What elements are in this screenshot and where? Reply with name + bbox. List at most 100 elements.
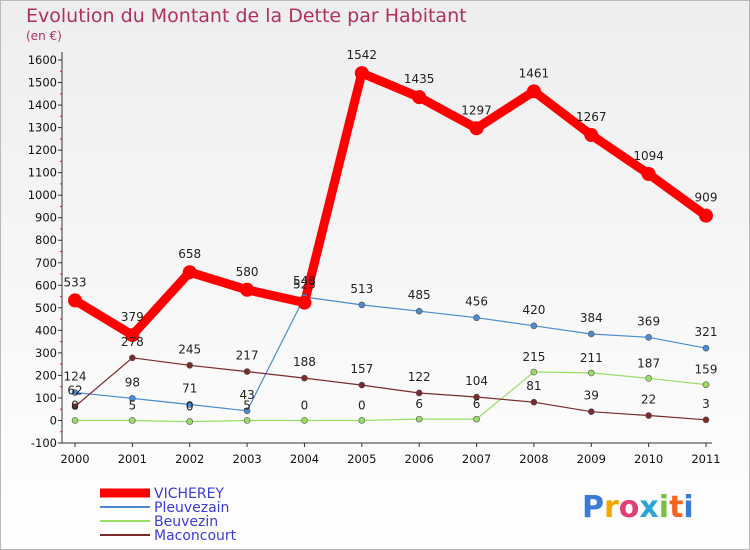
chart-title: Evolution du Montant de la Dette par Hab…	[26, 5, 467, 27]
series-line-maconcourt	[74, 357, 707, 421]
data-point-vicherey	[699, 208, 713, 223]
data-label: 159	[695, 363, 718, 377]
data-labels: 533 379 658 580 523 1542 1435 1297 1461 1267 1094 9…	[64, 48, 718, 414]
y-tick-label: 300	[35, 346, 57, 360]
data-label: 1542	[347, 48, 378, 62]
legend-label-vicherey: VICHEREY	[154, 486, 224, 502]
y-tick-label: 1100	[28, 166, 57, 180]
data-point-pleuvezain	[186, 401, 194, 408]
logo-letter: P	[582, 490, 604, 525]
x-tick-label: 2002	[175, 452, 204, 466]
data-label: 22	[641, 393, 656, 407]
y-tick-label: 0	[50, 413, 57, 427]
data-point-maconcourt	[129, 354, 136, 362]
data-label: 0	[301, 398, 309, 412]
data-point-pleuvezain	[530, 322, 538, 330]
data-label: 39	[584, 389, 599, 403]
data-point-vicherey	[584, 128, 599, 143]
legend-label-maconcourt: Maconcourt	[154, 528, 237, 544]
data-point-maconcourt	[71, 403, 79, 410]
y-tick-label: 1200	[28, 143, 57, 157]
logo-letter: t	[669, 490, 683, 525]
data-label: 1094	[633, 149, 664, 163]
logo-letter: i	[659, 490, 669, 525]
y-tick-label: 900	[35, 211, 57, 225]
x-tick-label: 2001	[118, 452, 147, 466]
data-point-beuvezin	[129, 417, 136, 424]
x-tick-label: 2009	[577, 452, 606, 466]
data-point-maconcourt	[587, 408, 595, 415]
logo-letter: i	[683, 490, 693, 525]
data-label: 321	[695, 325, 718, 339]
x-tick-label: 2005	[347, 452, 376, 466]
data-label: 71	[182, 381, 197, 395]
data-point-pleuvezain	[129, 395, 136, 402]
data-point-maconcourt	[645, 412, 652, 419]
data-point-beuvezin	[473, 415, 480, 423]
data-label: 369	[637, 314, 660, 328]
data-label: 217	[236, 349, 259, 363]
data-label: 523	[293, 278, 316, 292]
logo-letter: o	[619, 490, 640, 525]
y-tick-label: 600	[35, 278, 57, 292]
data-label: 485	[408, 288, 431, 302]
y-tick-label: 200	[35, 368, 57, 382]
legend-label-beuvezin: Beuvezin	[154, 514, 218, 530]
data-label: 215	[522, 350, 545, 364]
data-point-beuvezin	[358, 417, 366, 424]
data-point-maconcourt	[243, 368, 251, 375]
x-tick-label: 2010	[634, 452, 663, 466]
data-point-vicherey	[240, 282, 255, 297]
data-point-beuvezin	[587, 369, 595, 377]
data-point-pleuvezain	[358, 301, 366, 309]
data-point-vicherey	[125, 328, 140, 343]
x-tick-label: 2000	[60, 452, 89, 466]
data-point-vicherey	[469, 121, 484, 136]
series-line-pleuvezain	[74, 296, 707, 412]
data-label: 188	[293, 355, 316, 369]
x-tick-label: 2003	[232, 452, 261, 466]
data-point-maconcourt	[358, 381, 366, 389]
y-tick-label: 400	[35, 323, 57, 337]
data-label: 211	[580, 351, 603, 365]
data-point-vicherey	[68, 293, 82, 308]
y-tick-label: 1600	[28, 53, 57, 67]
data-label: 81	[526, 379, 541, 393]
series-lines	[72, 68, 709, 423]
data-point-maconcourt	[301, 374, 308, 382]
data-point-pleuvezain	[587, 330, 595, 338]
data-label: 384	[580, 311, 603, 325]
data-label: 580	[236, 265, 259, 279]
data-label: 43	[239, 388, 254, 402]
data-point-pleuvezain	[473, 314, 480, 322]
data-label: 187	[637, 356, 660, 370]
y-tick-label: 800	[35, 233, 57, 247]
y-tick-label: -100	[31, 436, 57, 450]
data-point-vicherey	[354, 66, 369, 81]
data-label: 122	[408, 370, 431, 384]
y-tick-label: 1300	[28, 121, 57, 135]
data-label: 420	[522, 303, 545, 317]
data-label: 3	[702, 397, 710, 411]
data-label: 533	[64, 275, 87, 289]
data-point-maconcourt	[186, 361, 194, 369]
data-point-beuvezin	[702, 381, 710, 388]
data-label: 124	[64, 370, 87, 384]
y-tick-label: 700	[35, 256, 57, 270]
data-point-maconcourt	[415, 389, 423, 397]
x-tick-label: 2008	[519, 452, 548, 466]
x-tick-label: 2011	[691, 452, 720, 466]
data-label: 513	[350, 282, 373, 296]
data-label: 157	[350, 362, 373, 376]
data-label: 98	[125, 375, 140, 389]
data-label: 548	[293, 274, 316, 288]
y-tick-label: 1000	[28, 188, 57, 202]
data-label: 658	[178, 247, 201, 261]
data-label: 62	[67, 384, 82, 398]
data-point-pleuvezain	[243, 407, 251, 415]
data-label: 456	[465, 295, 488, 309]
y-tick-label: 1500	[28, 76, 57, 90]
